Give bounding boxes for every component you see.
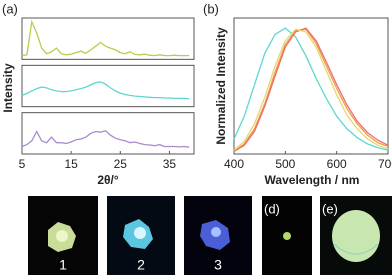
x-tick-label: 700 <box>378 157 392 171</box>
panel-label: (c) <box>3 201 18 216</box>
y-axis-label: Intensity <box>1 63 15 113</box>
panel-label: (d) <box>264 201 280 216</box>
x-tick-label: 5 <box>19 157 26 171</box>
panel-label: (e) <box>322 201 338 216</box>
plot-frame <box>21 17 195 60</box>
photo <box>184 196 252 275</box>
x-axis-label: Wavelength / nm <box>265 173 360 187</box>
data-line <box>233 27 389 151</box>
x-tick-label: 25 <box>114 157 128 171</box>
data-line <box>233 27 389 153</box>
x-tick-label: 500 <box>275 157 295 171</box>
data-line <box>233 28 389 151</box>
x-tick-label: 400 <box>224 157 244 171</box>
x-tick-label: 35 <box>163 157 177 171</box>
x-axis-label: 2θ/° <box>97 173 118 187</box>
y-axis-label: Normalized Intensity <box>214 27 228 145</box>
plot-frame <box>21 64 195 108</box>
plot-frame <box>233 17 389 155</box>
photo <box>107 196 175 275</box>
data-line <box>233 28 389 153</box>
photo <box>28 196 98 275</box>
plot-frame <box>21 112 195 155</box>
photo-label: 1 <box>59 257 67 273</box>
panel-label: (a) <box>2 1 18 16</box>
photo-label: 3 <box>214 257 222 273</box>
photo-label: 2 <box>137 257 145 273</box>
photo <box>262 196 312 275</box>
data-line <box>21 129 190 148</box>
panel-label: (b) <box>203 1 219 16</box>
data-line <box>21 81 190 100</box>
photo <box>320 196 392 275</box>
x-tick-label: 15 <box>64 157 78 171</box>
x-tick-label: 600 <box>327 157 347 171</box>
data-line <box>21 19 190 57</box>
